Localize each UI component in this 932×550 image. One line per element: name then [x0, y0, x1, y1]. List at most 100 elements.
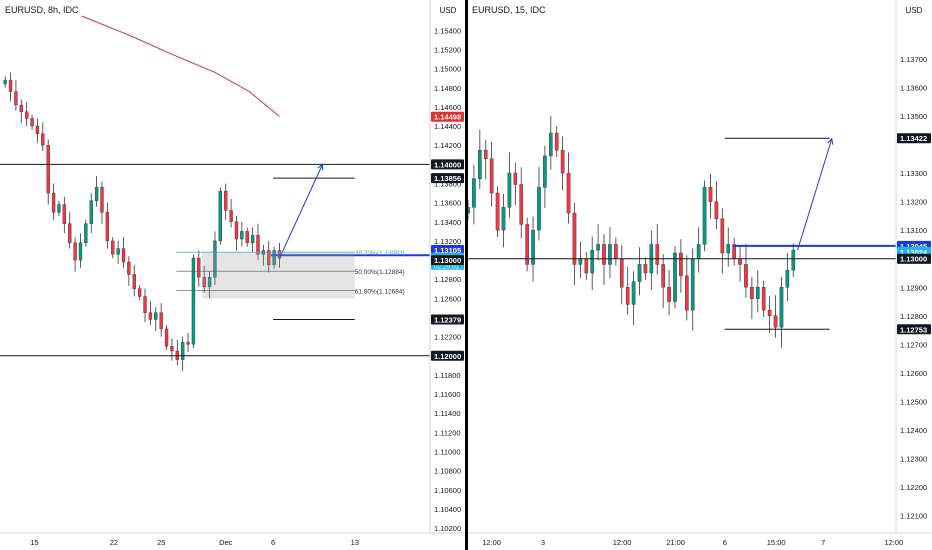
pane-divider[interactable]	[465, 0, 468, 550]
candle-body	[785, 269, 790, 288]
candle-body	[667, 287, 671, 302]
x-tick-label: 7	[821, 538, 825, 547]
y-tick-label: 1.10400	[434, 505, 461, 514]
left-plot-area: 38.20%(1.13083) 50.00%(1.12884) 61.80%(1.1…	[0, 15, 430, 372]
moving-average-line	[81, 15, 280, 117]
y-tick-label: 1.10600	[434, 486, 461, 495]
candle-body	[267, 250, 271, 266]
price-badge-text: 1.13024	[900, 248, 928, 257]
candle-body	[643, 264, 648, 274]
y-tick-label: 1.13800	[434, 180, 461, 189]
candle-body	[180, 342, 185, 360]
y-tick-label: 1.10200	[434, 524, 461, 533]
fib-level-label: 61.80%(1.12684)	[355, 288, 405, 295]
candle-body	[507, 172, 512, 208]
y-tick-label: 1.14400	[434, 122, 461, 131]
candle-body	[272, 250, 276, 266]
candle-body	[679, 252, 683, 277]
candle-body	[121, 248, 126, 263]
y-tick-label: 1.11800	[434, 371, 461, 380]
candle-body	[489, 158, 494, 194]
candle-body	[197, 257, 201, 278]
price-badge-text: 1.14000	[434, 160, 461, 169]
projection-arrow-head	[317, 163, 324, 171]
candle-body	[744, 264, 748, 288]
price-badge-text: 1.13045	[900, 242, 927, 251]
left-chart-title: EURUSD, 8h, IDC	[5, 5, 79, 15]
candle-body	[726, 244, 731, 254]
x-tick-label: 25	[157, 538, 165, 547]
candle-body	[720, 218, 725, 254]
candle-body	[202, 277, 206, 288]
chart-eurusd-15m[interactable]: 1.13700 1.13600 1.13500 1.13300 1.13200 1.131…	[468, 0, 932, 550]
x-tick-label: 12:00	[613, 538, 632, 547]
candle-body	[19, 104, 23, 112]
price-badge-text: 1.13000	[900, 255, 927, 264]
candle-body	[132, 274, 136, 289]
right-currency-label: USD	[906, 6, 923, 15]
candle-body	[513, 172, 518, 185]
y-tick-label: 1.13100	[900, 226, 927, 235]
y-tick-label: 1.13200	[434, 237, 461, 246]
y-tick-label: 1.14200	[434, 141, 461, 150]
y-tick-label: 1.13600	[900, 83, 927, 92]
candle-body	[596, 244, 600, 251]
candle-body	[245, 231, 249, 244]
y-tick-label: 1.14600	[434, 103, 461, 112]
price-badge-text: 1.12000	[434, 352, 461, 361]
price-badge-text: 1.13105	[434, 246, 461, 255]
candle-body	[89, 200, 93, 224]
y-tick-label: 1.11000	[434, 448, 461, 457]
candle-body	[478, 150, 482, 179]
candle-body	[143, 296, 147, 313]
candle-body	[218, 190, 223, 242]
candle-body	[240, 231, 244, 240]
candle-body	[614, 244, 618, 259]
candle-body	[73, 242, 77, 261]
candle-body	[137, 288, 142, 297]
y-tick-label: 1.12700	[900, 340, 927, 349]
candle-body	[62, 204, 67, 224]
y-tick-label: 1.12200	[434, 333, 461, 342]
candle-body	[738, 258, 742, 265]
price-badge-countdown: 02:29:01	[434, 263, 460, 270]
candle-body	[224, 190, 228, 211]
chart-eurusd-8h[interactable]: 38.20%(1.13083) 50.00%(1.12884) 61.80%(1.1…	[0, 0, 465, 550]
candle-body	[207, 277, 212, 288]
candle-body	[51, 192, 56, 213]
x-tick-label: 22	[110, 538, 118, 547]
candle-body	[105, 212, 110, 242]
y-tick-label: 1.10800	[434, 467, 461, 476]
y-tick-label: 1.13400	[434, 218, 461, 227]
candle-body	[791, 249, 796, 271]
candle-body	[578, 258, 583, 265]
candle-body	[84, 223, 88, 244]
candle-body	[673, 252, 677, 302]
candle-body	[631, 281, 636, 305]
y-tick-label: 1.12400	[900, 426, 927, 435]
candle-body	[14, 91, 18, 106]
y-tick-label: 1.12200	[900, 483, 927, 492]
candle-body	[572, 212, 577, 265]
price-badge	[431, 314, 464, 325]
candle-body	[46, 145, 50, 194]
projection-arrow	[797, 138, 833, 251]
candle-body	[519, 184, 524, 225]
x-tick-label: 12:00	[884, 538, 903, 547]
candle-body	[472, 178, 476, 208]
price-badge	[431, 255, 464, 266]
x-tick-label: 12:00	[482, 538, 501, 547]
price-badge	[431, 245, 464, 256]
y-tick-label: 1.11600	[434, 390, 461, 399]
y-tick-label: 1.13500	[900, 112, 927, 121]
price-badge	[431, 159, 464, 170]
candle-body	[708, 187, 713, 202]
left-price-axis: 1.154001.152001.150001.148001.146001.144…	[0, 0, 465, 534]
price-badge-text: 1.12753	[900, 325, 927, 334]
price-badge-text: 1.14498	[434, 113, 461, 122]
left-time-axis: 15 22 25 Dec 6 13	[30, 538, 359, 547]
y-tick-label: 1.11400	[434, 409, 461, 418]
y-tick-label: 1.12500	[900, 398, 927, 407]
candle-body	[525, 224, 529, 265]
candle-body	[191, 257, 196, 345]
